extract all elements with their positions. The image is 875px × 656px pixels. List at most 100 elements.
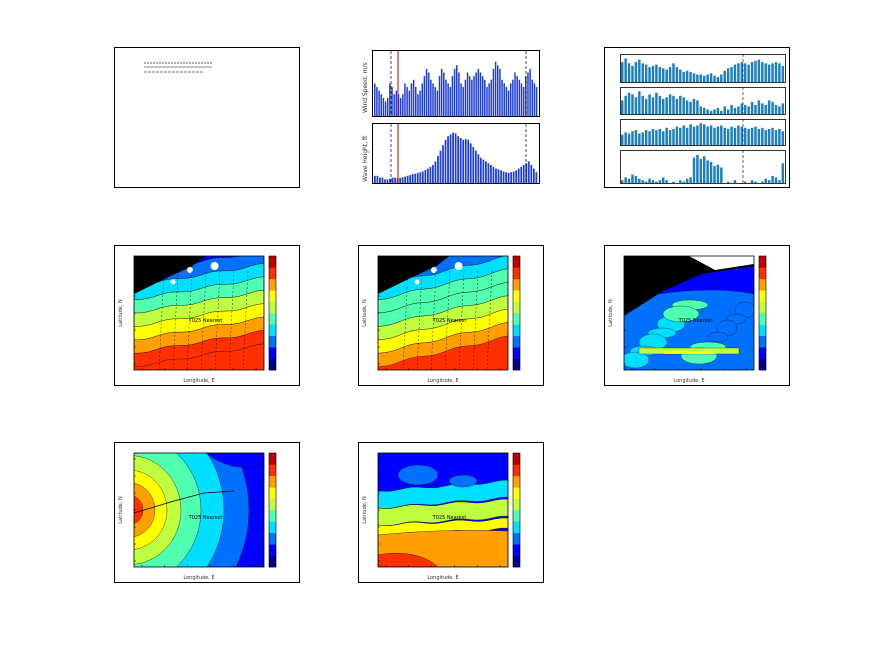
bar-wind	[432, 83, 434, 116]
bar-wind	[484, 79, 486, 116]
panel-wind-wave-bars: p1 Wind Speed, m/s Wave Height, ft	[362, 50, 540, 184]
strip-bar	[658, 95, 662, 114]
bar-wave	[447, 136, 449, 183]
strip-bar	[655, 181, 658, 183]
bar-wave	[517, 168, 520, 183]
colorbar-swatch	[513, 475, 520, 488]
bar-wind	[460, 83, 462, 116]
bar-wind	[497, 65, 499, 116]
strip-bar	[720, 74, 723, 82]
strip-bar	[696, 74, 699, 82]
bar-wave	[404, 176, 407, 183]
bar-wind	[425, 68, 428, 116]
contour-field	[134, 453, 264, 567]
strip-bar	[771, 63, 774, 82]
bar-wind	[410, 83, 413, 116]
bar-wave	[442, 145, 444, 183]
bar-wave	[522, 165, 525, 183]
colorbar-swatch	[269, 555, 276, 568]
strip-bar	[665, 69, 668, 82]
strip-bar	[730, 104, 733, 114]
strip-bar	[740, 126, 744, 145]
strip-bar	[778, 128, 781, 145]
strip-bar	[767, 100, 771, 114]
bar-wave	[406, 175, 409, 183]
bar-wave	[497, 169, 500, 183]
map-panel-b: T025 Nearest Longitude, E Latitude, N	[358, 245, 544, 386]
colorbar-swatch	[269, 521, 276, 534]
bar-wave	[376, 175, 379, 183]
bar-wind	[535, 87, 538, 116]
center-label: T025 Nearest	[432, 515, 467, 521]
bar-wind	[436, 90, 439, 116]
strip-bar	[689, 124, 692, 145]
strip-bar	[685, 100, 689, 114]
strip-bar	[723, 106, 726, 114]
strip-bar	[781, 65, 785, 82]
bar-wind	[533, 83, 536, 116]
bar-wave	[525, 163, 528, 183]
bar-wind	[421, 83, 423, 116]
colorbar-swatch	[513, 335, 520, 348]
colorbar-swatch	[513, 278, 520, 291]
strip-bar	[699, 159, 703, 183]
strip-bar	[665, 127, 668, 145]
bar-wind	[374, 83, 376, 116]
bar-wave	[379, 177, 381, 183]
strip-bar	[672, 63, 675, 82]
bar-wave	[434, 161, 437, 183]
land-mass	[624, 256, 754, 316]
strip-bar	[641, 95, 644, 114]
strip-bar	[641, 180, 644, 183]
strip-bar	[754, 104, 757, 114]
strip-bar	[696, 154, 699, 183]
strip-bar	[696, 125, 699, 145]
bar-wave	[482, 159, 485, 183]
strip-bar	[716, 126, 720, 145]
colorbar-swatch	[759, 335, 766, 348]
strip-bar	[778, 180, 781, 183]
bar-wave	[477, 154, 480, 183]
strip-bar	[744, 104, 747, 114]
strip-bar	[692, 73, 696, 82]
bar-wave	[515, 170, 518, 183]
strip-bar	[737, 63, 740, 82]
strip-bar	[651, 128, 655, 145]
bar-wave	[381, 177, 384, 183]
bar-wind	[376, 87, 378, 116]
strip-bar	[706, 109, 709, 114]
center-label: T025 Nearest	[188, 515, 223, 521]
colorbar-swatch	[269, 475, 276, 488]
colorbar-swatch	[513, 510, 520, 522]
strip-bar	[723, 70, 726, 82]
strip-bar	[668, 94, 672, 114]
strip-bar	[761, 103, 764, 114]
strip-bar	[764, 178, 767, 183]
strip-bar	[744, 63, 747, 82]
bar-wind	[468, 76, 471, 116]
colorbar-swatch	[759, 278, 766, 291]
bar-wind	[477, 68, 480, 116]
bar-wave	[437, 156, 439, 183]
bar-wave	[474, 150, 477, 183]
strip-bar	[651, 180, 655, 183]
strip-bar	[662, 68, 665, 82]
bar-wave	[457, 136, 460, 183]
strip-bar	[665, 180, 668, 183]
strip-bar	[627, 92, 631, 114]
bar-wave	[467, 139, 470, 183]
map-panel-a: T025 Nearest Longitude, E Latitude, N	[114, 245, 300, 386]
bar-wind	[419, 90, 421, 116]
bar-wave	[479, 157, 482, 183]
text-lines	[144, 62, 212, 73]
bar-wind	[462, 87, 464, 116]
strip-bar	[658, 67, 662, 82]
strip-bar	[648, 67, 651, 82]
bar-wind	[447, 83, 449, 116]
colorbar-swatch	[759, 313, 766, 325]
bar-wind	[391, 87, 393, 116]
strip-bar	[709, 161, 713, 183]
strip-bar	[761, 127, 764, 145]
strip-bar	[747, 128, 750, 145]
strip-bar	[716, 107, 720, 114]
